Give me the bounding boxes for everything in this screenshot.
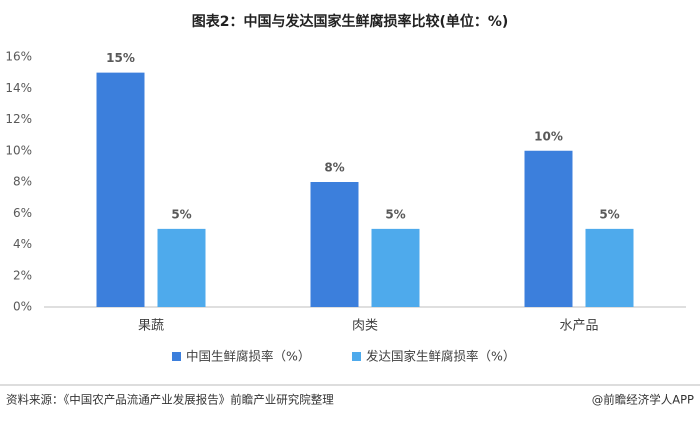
source: 资料来源：《中国农产品流通产业发展报告》前瞻产业研究院整理 bbox=[6, 393, 334, 407]
value-label: 15% bbox=[106, 51, 135, 65]
x-tick-label: 果蔬 bbox=[138, 319, 164, 334]
y-tick-label: 10% bbox=[5, 143, 32, 157]
y-tick-label: 16% bbox=[5, 50, 32, 64]
y-tick-label: 4% bbox=[13, 237, 32, 251]
bar bbox=[524, 150, 573, 307]
bar bbox=[96, 72, 145, 307]
value-label: 5% bbox=[171, 207, 191, 221]
value-label: 10% bbox=[534, 129, 563, 143]
y-tick-label: 0% bbox=[13, 300, 32, 314]
chart-title: 图表2：中国与发达国家生鲜腐损率比较(单位：%) bbox=[192, 13, 509, 30]
bar bbox=[585, 228, 634, 307]
y-tick-label: 6% bbox=[13, 206, 32, 220]
credit: @前瞻经济学人APP bbox=[592, 393, 694, 407]
y-tick-label: 2% bbox=[13, 268, 32, 282]
legend-swatch bbox=[352, 352, 361, 361]
bar bbox=[157, 228, 206, 307]
y-tick-label: 12% bbox=[5, 112, 32, 126]
x-tick-label: 肉类 bbox=[352, 319, 378, 334]
value-label: 8% bbox=[324, 161, 344, 175]
legend-label: 中国生鲜腐损率（%） bbox=[186, 349, 310, 364]
legend-label: 发达国家生鲜腐损率（%） bbox=[366, 349, 515, 364]
bar bbox=[371, 228, 420, 307]
value-label: 5% bbox=[599, 207, 619, 221]
y-tick-label: 14% bbox=[5, 81, 32, 95]
bar bbox=[310, 182, 359, 307]
legend-swatch bbox=[172, 352, 181, 361]
value-label: 5% bbox=[385, 207, 405, 221]
y-tick-label: 8% bbox=[13, 175, 32, 189]
x-tick-label: 水产品 bbox=[559, 319, 598, 334]
